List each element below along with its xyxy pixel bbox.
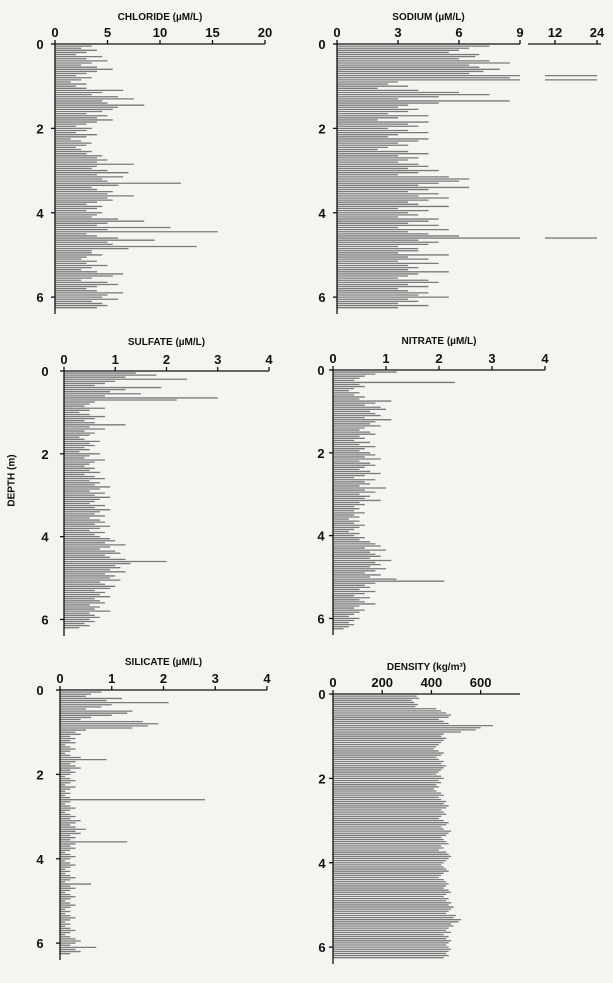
chloride-x-tick-label: 20 <box>258 25 272 40</box>
silicate-x-tick-label: 1 <box>108 671 115 686</box>
density-x-tick-label: 600 <box>470 675 492 690</box>
sodium-y-tick-label: 0 <box>318 37 325 52</box>
nitrate-x-tick-label: 4 <box>541 351 549 366</box>
sodium-y-tick-label: 2 <box>318 121 325 136</box>
nitrate-x-tick-label: 1 <box>382 351 389 366</box>
chloride-y-tick-label: 6 <box>36 290 43 305</box>
sulfate-x-tick-label: 2 <box>163 352 170 367</box>
silicate-x-tick-label: 4 <box>263 671 271 686</box>
silicate-panel-title: SILICATE (µM/L) <box>125 657 202 668</box>
sodium-x-tick-label: 12 <box>548 25 562 40</box>
sodium-x-tick-label: 0 <box>333 25 340 40</box>
sodium-x-tick-label: 3 <box>394 25 401 40</box>
silicate-y-tick-label: 2 <box>36 767 43 782</box>
nitrate-y-tick-label: 0 <box>317 363 324 378</box>
nitrate-x-tick-label: 3 <box>488 351 495 366</box>
y-axis-label: DEPTH (m) <box>6 454 18 507</box>
density-y-tick-label: 4 <box>318 856 326 871</box>
sodium-y-tick-label: 6 <box>318 290 325 305</box>
sodium-x-tick-label: 6 <box>455 25 462 40</box>
chloride-x-tick-label: 15 <box>205 25 219 40</box>
nitrate-y-tick-label: 2 <box>317 446 324 461</box>
silicate-x-tick-label: 2 <box>160 671 167 686</box>
density-y-tick-label: 2 <box>318 771 325 786</box>
density-panel-title: DENSITY (kg/m³) <box>387 662 466 673</box>
nitrate-x-tick-label: 0 <box>329 351 336 366</box>
nitrate-x-tick-label: 2 <box>435 351 442 366</box>
sulfate-y-tick-label: 0 <box>41 364 48 379</box>
chloride-y-tick-label: 2 <box>36 121 43 136</box>
density-x-tick-label: 400 <box>421 675 443 690</box>
sulfate-y-tick-label: 2 <box>41 447 48 462</box>
density-x-tick-label: 0 <box>329 675 336 690</box>
sulfate-x-tick-label: 0 <box>60 352 67 367</box>
sulfate-y-tick-label: 6 <box>41 612 48 627</box>
chloride-y-tick-label: 0 <box>36 37 43 52</box>
density-y-tick-label: 0 <box>318 687 325 702</box>
sulfate-y-tick-label: 4 <box>41 530 49 545</box>
chloride-x-tick-label: 0 <box>51 25 58 40</box>
silicate-x-tick-label: 0 <box>56 671 63 686</box>
density-x-tick-label: 200 <box>371 675 393 690</box>
nitrate-y-tick-label: 4 <box>317 529 325 544</box>
nitrate-panel-title: NITRATE (µM/L) <box>401 336 476 347</box>
sodium-x-tick-label: 24 <box>590 25 605 40</box>
chloride-y-tick-label: 4 <box>36 206 44 221</box>
silicate-y-tick-label: 6 <box>36 936 43 951</box>
chloride-x-tick-label: 10 <box>153 25 167 40</box>
silicate-y-tick-label: 0 <box>36 683 43 698</box>
sodium-y-tick-label: 4 <box>318 206 326 221</box>
sulfate-x-tick-label: 1 <box>112 352 119 367</box>
sodium-x-tick-label: 9 <box>516 25 523 40</box>
silicate-y-tick-label: 4 <box>36 852 44 867</box>
nitrate-y-tick-label: 6 <box>317 611 324 626</box>
silicate-x-tick-label: 3 <box>212 671 219 686</box>
sulfate-x-tick-label: 4 <box>265 352 273 367</box>
sodium-panel-title: SODIUM (µM/L) <box>392 12 464 23</box>
density-y-tick-label: 6 <box>318 940 325 955</box>
sulfate-panel-title: SULFATE (µM/L) <box>128 337 205 348</box>
sulfate-x-tick-label: 3 <box>214 352 221 367</box>
chloride-x-tick-label: 5 <box>104 25 111 40</box>
chloride-panel-title: CHLORIDE (µM/L) <box>118 12 203 23</box>
